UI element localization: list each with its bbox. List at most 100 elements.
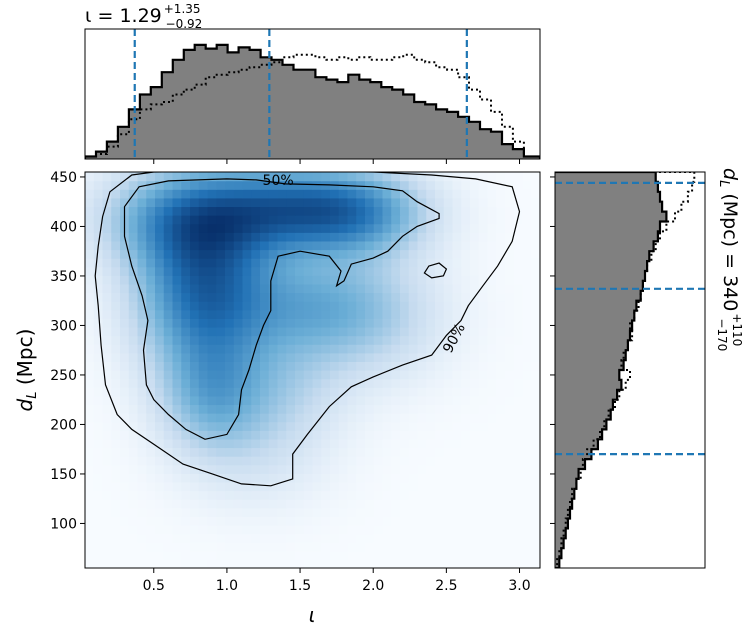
density-cell <box>470 447 480 457</box>
density-cell <box>120 318 130 328</box>
density-cell <box>303 275 314 285</box>
density-cell <box>373 361 384 371</box>
density-cell <box>146 481 156 492</box>
density-cell <box>330 387 340 397</box>
density-cell <box>260 438 270 449</box>
density-cell <box>496 344 506 354</box>
density-cell <box>111 335 121 345</box>
density-cell <box>268 421 279 431</box>
density-cell <box>330 481 340 492</box>
density-cell <box>347 335 357 345</box>
density-cell <box>426 507 436 517</box>
density-cell <box>505 507 515 517</box>
density-cell <box>461 464 471 474</box>
density-cell <box>120 301 130 311</box>
density-cell <box>470 335 480 345</box>
density-cell <box>321 197 331 208</box>
density-cell <box>470 172 480 182</box>
density-cell <box>198 309 209 319</box>
density-cell <box>155 559 165 568</box>
density-cell <box>531 301 540 311</box>
density-cell <box>111 447 121 457</box>
density-cell <box>137 215 147 225</box>
density-cell <box>347 542 357 552</box>
density-cell <box>181 344 191 354</box>
density-cell <box>277 172 287 182</box>
density-cell <box>216 292 226 302</box>
density-cell <box>373 447 384 457</box>
density-cell <box>216 473 226 483</box>
density-cell <box>330 413 340 423</box>
density-cell <box>172 542 182 552</box>
density-cell <box>216 283 226 294</box>
density-cell <box>531 481 540 492</box>
density-cell <box>487 309 497 319</box>
density-cell <box>225 335 235 345</box>
density-cell <box>435 533 445 543</box>
density-cell <box>260 275 270 285</box>
density-cell <box>233 352 244 362</box>
density-cell <box>478 387 489 397</box>
density-cell <box>216 395 226 406</box>
density-cell <box>120 275 130 285</box>
density-cell <box>487 283 497 294</box>
density-cell <box>163 559 174 568</box>
density-cell <box>417 361 427 371</box>
density-cell <box>312 542 322 552</box>
density-cell <box>295 413 305 423</box>
density-cell <box>382 430 392 440</box>
density-cell <box>137 490 147 500</box>
density-cell <box>198 430 209 440</box>
density-cell <box>181 240 191 251</box>
density-cell <box>155 430 165 440</box>
density-cell <box>303 524 314 535</box>
density-cell <box>120 421 130 431</box>
density-cell <box>260 215 270 225</box>
density-cell <box>303 249 314 259</box>
density-cell <box>522 275 532 285</box>
density-cell <box>408 172 419 182</box>
density-cell <box>470 249 480 259</box>
density-cell <box>181 473 191 483</box>
density-cell <box>522 404 532 414</box>
density-cell <box>120 172 130 182</box>
density-cell <box>330 378 340 388</box>
density-cell <box>85 258 95 268</box>
density-cell <box>382 172 392 182</box>
density-cell <box>233 240 244 251</box>
density-cell <box>155 352 165 362</box>
density-cell <box>391 481 401 492</box>
density-cell <box>452 524 462 535</box>
density-cell <box>531 266 540 276</box>
density-cell <box>233 395 244 406</box>
density-cell <box>181 507 191 517</box>
density-cell <box>277 197 287 208</box>
density-cell <box>400 542 410 552</box>
density-cell <box>435 430 445 440</box>
density-cell <box>111 370 121 380</box>
density-cell <box>321 516 331 526</box>
density-cell <box>85 516 95 526</box>
density-cell <box>505 481 515 492</box>
density-cell <box>260 395 270 406</box>
density-cell <box>181 421 191 431</box>
density-cell <box>137 318 147 328</box>
density-cell <box>277 516 287 526</box>
density-cell <box>382 283 392 294</box>
density-cell <box>461 559 471 568</box>
density-cell <box>443 215 454 225</box>
density-cell <box>312 516 322 526</box>
density-cell <box>347 318 357 328</box>
density-cell <box>417 301 427 311</box>
density-cell <box>435 283 445 294</box>
density-cell <box>251 516 261 526</box>
density-cell <box>286 413 296 423</box>
density-cell <box>120 413 130 423</box>
density-cell <box>225 516 235 526</box>
density-cell <box>181 516 191 526</box>
density-cell <box>198 283 209 294</box>
density-cell <box>505 456 515 466</box>
density-cell <box>120 395 130 406</box>
density-cell <box>85 430 95 440</box>
density-cell <box>146 516 156 526</box>
